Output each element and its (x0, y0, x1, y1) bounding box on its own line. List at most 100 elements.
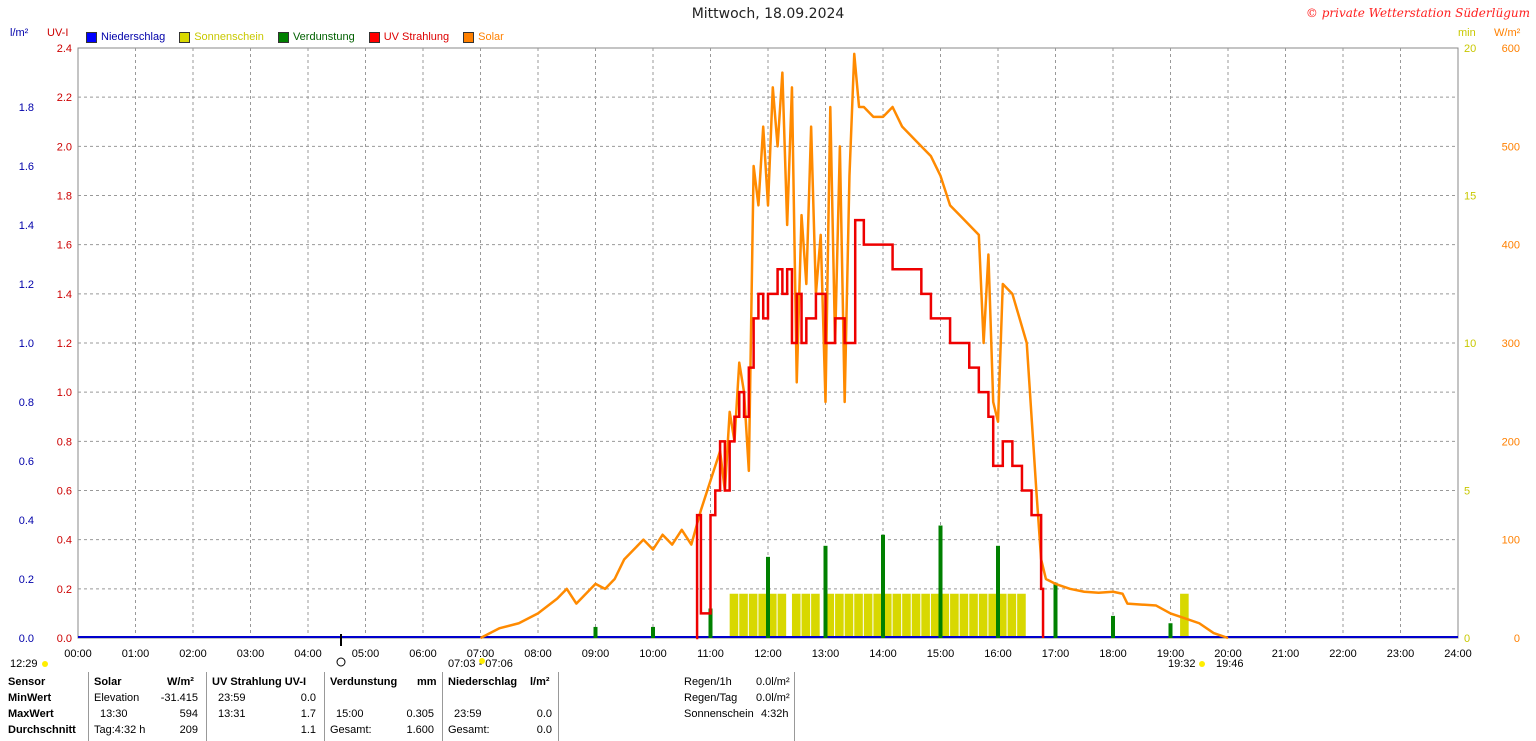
precip-tick-label: 1.2 (19, 279, 34, 291)
evaporation-bar (1111, 615, 1115, 638)
stats-header-precip-unit: l/m² (530, 676, 550, 688)
marker-moon-icon (336, 657, 346, 667)
solar-tick-label: 500 (1502, 141, 1520, 153)
stats-cell: 1.1 (300, 724, 316, 736)
sunshine-tick-label: 20 (1464, 43, 1476, 55)
unit-uv: UV-I (47, 27, 69, 39)
precip-tick-label: 0.6 (19, 456, 34, 468)
uv-tick-label: 1.6 (57, 240, 72, 252)
uv-line (695, 218, 1045, 640)
precip-tick-label: 0.4 (19, 515, 34, 527)
solar-tick-label: 400 (1502, 240, 1520, 252)
sunshine-bar (911, 593, 921, 638)
sunshine-bar (748, 593, 758, 638)
sunshine-bar (969, 593, 978, 638)
uv-tick-label: 2.0 (57, 141, 72, 153)
precip-tick-label: 0.2 (19, 574, 34, 586)
marker-sunset-dot (1199, 661, 1205, 667)
stats-row-label: MaxWert (8, 708, 54, 720)
evaporation-bar (823, 545, 828, 638)
stats-cell: 1.600 (406, 724, 434, 736)
sunshine-bar (873, 593, 882, 638)
sunshine-bar (930, 593, 940, 638)
x-tick-label: 10:00 (639, 648, 667, 660)
unit-sunshine: min (1458, 27, 1476, 39)
sunshine-bar (854, 593, 863, 638)
marker-sunset-right: 19:46 (1216, 658, 1244, 670)
chart-legend: Niederschlag Sonnenschein Verdunstung UV… (86, 31, 504, 43)
uv-tick-label: 2.2 (57, 92, 72, 104)
uv-tick-label: 0.2 (57, 584, 72, 596)
solar-tick-label: 100 (1502, 535, 1520, 547)
stats-extra-value: 0.0l/m² (756, 692, 790, 704)
sunshine-bar (811, 593, 820, 638)
sunshine-bar (758, 593, 767, 638)
sunshine-bar (768, 593, 777, 638)
x-tick-label: 15:00 (927, 648, 955, 660)
stats-cell: 1.7 (300, 708, 316, 720)
marker-sunrise: 07:03 - 07:06 (448, 658, 513, 670)
stats-cell: 0.0 (300, 692, 316, 704)
stats-extra-label: Regen/1h (684, 676, 732, 688)
stats-cell: 0.305 (406, 708, 434, 720)
sunshine-bar (863, 593, 873, 638)
x-tick-label: 05:00 (352, 648, 380, 660)
uv-tick-label: 0.6 (57, 486, 72, 498)
stats-cell: Elevation (94, 692, 140, 704)
legend-label-sonnenschein: Sonnenschein (194, 31, 264, 43)
stats-header-solar: Solar (94, 676, 122, 688)
sunshine-bar (988, 593, 997, 638)
sunshine-bar (921, 593, 930, 638)
weather-chart: 00:00 01:00 02:00 03:00 04:00 05:00 06:00 07:00… (10, 43, 1520, 670)
x-tick-label: 08:00 (524, 648, 552, 660)
uv-tick-label: 0.8 (57, 436, 72, 448)
sunshine-bar (902, 593, 911, 638)
stats-cell: Tag:4:32 h (94, 724, 146, 736)
marker-sunset-left: 19:32 (1168, 658, 1196, 670)
marker-time-left: 12:29 (10, 658, 38, 670)
stats-header-sensor: Sensor (8, 676, 46, 688)
evaporation-bar (766, 556, 770, 638)
evaporation-bar (708, 608, 713, 638)
x-tick-label: 07:00 (467, 648, 495, 660)
stats-row-label: MinWert (8, 692, 52, 704)
stats-cell: 23:59 (454, 708, 482, 720)
evaporation-bar (1053, 582, 1058, 638)
x-tick-label: 14:00 (869, 648, 897, 660)
stats-header-precip: Niederschlag (448, 676, 518, 688)
sunshine-tick-label: 15 (1464, 191, 1476, 203)
x-tick-label: 22:00 (1329, 648, 1357, 660)
uv-tick-label: 0.4 (57, 535, 72, 547)
x-tick-label: 21:00 (1272, 648, 1300, 660)
sunshine-bar (777, 593, 787, 638)
legend-item-uv-strahlung: UV Strahlung (368, 31, 450, 43)
x-tick-label: 00:00 (64, 648, 92, 660)
uv-tick-label: 2.4 (57, 43, 72, 55)
evaporation-bar (593, 626, 598, 638)
solar-tick-label: 0 (1514, 633, 1520, 645)
sunshine-bar (1007, 593, 1017, 638)
legend-label-uv-strahlung: UV Strahlung (383, 31, 450, 43)
chart-title: Mittwoch, 18.09.2024 (691, 6, 845, 22)
legend-swatch-sonnenschein (179, 31, 191, 43)
solar-tick-label: 300 (1502, 338, 1520, 350)
unit-precip: l/m² (10, 27, 29, 39)
legend-swatch-verdunstung (277, 31, 289, 43)
sunshine-bar (940, 593, 950, 638)
sunshine-bar (1180, 593, 1189, 638)
sunshine-bar (739, 593, 748, 638)
stats-extra-value: 4:32h (761, 708, 789, 720)
x-tick-label: 16:00 (984, 648, 1012, 660)
sunshine-bar (1017, 593, 1026, 638)
stats-row-label: Durchschnitt (8, 724, 76, 736)
x-tick-label: 03:00 (237, 648, 265, 660)
legend-item-niederschlag: Niederschlag (86, 31, 165, 43)
precip-tick-label: 1.4 (19, 220, 34, 232)
legend-label-verdunstung: Verdunstung (292, 31, 355, 43)
marker-sunrise-dot (479, 658, 485, 664)
legend-item-solar: Solar (463, 31, 504, 43)
stats-cell: Gesamt: (448, 724, 490, 736)
x-tick-label: 13:00 (812, 648, 840, 660)
sunshine-bar (825, 593, 835, 638)
precip-tick-label: 1.8 (19, 102, 34, 114)
